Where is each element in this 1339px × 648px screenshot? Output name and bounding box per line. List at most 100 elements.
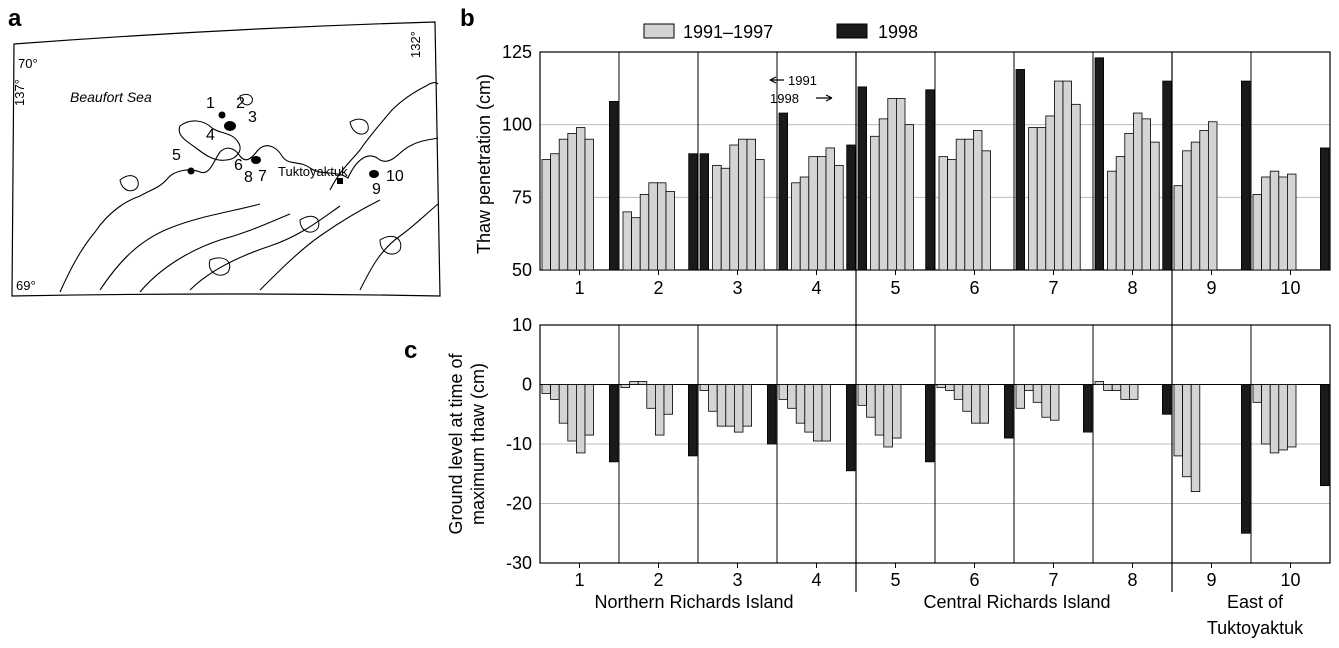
lake-3 — [239, 93, 253, 106]
bar-1991-1997 — [1278, 384, 1288, 451]
bar-1991-1997 — [1141, 118, 1152, 271]
lake-4 — [379, 235, 402, 255]
bar-1998 — [1162, 80, 1172, 271]
bar-1991-1997 — [712, 164, 722, 271]
bar-1991-1997 — [938, 156, 949, 271]
bar-1998 — [846, 144, 856, 271]
bar-1991-1997 — [1252, 194, 1263, 271]
bar-1991-1997 — [1041, 384, 1051, 418]
bar-1991-1997 — [892, 384, 902, 439]
arrow-right-icon — [816, 94, 833, 102]
bar-1991-1997 — [857, 384, 868, 406]
x-tick-label: 1 — [574, 570, 584, 590]
channel-1 — [99, 203, 261, 291]
group-label-east-line1: East of — [1227, 592, 1284, 612]
site-marker-5 — [187, 167, 195, 175]
bar-1991-1997 — [720, 167, 731, 271]
bar-1991-1997 — [550, 153, 560, 271]
site-label-6: 6 — [234, 157, 243, 174]
bar-1991-1997 — [953, 384, 964, 400]
bar-1991-1997 — [738, 138, 748, 271]
town-marker — [337, 178, 343, 184]
y-tick-label: 100 — [502, 115, 532, 135]
bar-1991-1997 — [795, 384, 806, 424]
bar-1991-1997 — [1261, 176, 1271, 271]
panel-c-ylabel-line1: Ground level at time of — [446, 352, 466, 534]
x-tick-label: 5 — [890, 278, 900, 298]
bar-1991-1997 — [1173, 185, 1184, 271]
bar-1991-1997 — [637, 381, 648, 385]
lake-5 — [208, 257, 231, 276]
bar-1991-1997 — [716, 384, 727, 427]
bar-1998 — [609, 384, 619, 463]
bar-1991-1997 — [945, 384, 955, 391]
bar-1991-1997 — [567, 132, 577, 271]
x-tick-label: 3 — [732, 278, 742, 298]
bar-1991-1997 — [1261, 384, 1271, 445]
bar-1991-1997 — [1115, 156, 1126, 271]
site-label-10: 10 — [386, 168, 404, 185]
bar-1991-1997 — [1103, 384, 1113, 391]
bar-1991-1997 — [866, 384, 876, 418]
bar-1991-1997 — [1190, 384, 1201, 492]
x-tick-label: 9 — [1206, 278, 1216, 298]
legend-label-1991-1997: 1991–1997 — [683, 22, 773, 42]
arrow-left-icon — [769, 76, 784, 84]
bar-1991-1997 — [964, 138, 974, 271]
bar-1991-1997 — [1107, 170, 1117, 271]
bar-1991-1997 — [657, 182, 667, 271]
bar-1991-1997 — [1032, 384, 1043, 403]
bar-1991-1997 — [755, 159, 765, 271]
x-tick-label: 9 — [1206, 570, 1216, 590]
legend-swatch-1991-1997 — [643, 23, 675, 39]
bar-1991-1997 — [576, 384, 586, 454]
bar-1998 — [699, 153, 710, 271]
arrow-annotation: 1991 1998 — [769, 73, 833, 106]
legend-swatch-1998 — [836, 23, 868, 39]
bar-1998 — [609, 101, 619, 271]
panel-label-a: a — [8, 5, 22, 32]
bar-1991-1997 — [1133, 112, 1143, 271]
bar-1991-1997 — [558, 384, 569, 424]
channel-5 — [359, 203, 439, 291]
map-frame — [11, 21, 441, 297]
bar-1991-1997 — [734, 384, 744, 433]
x-tick-label: 10 — [1280, 570, 1300, 590]
legend: 1991–1997 1998 — [643, 22, 918, 42]
site-label-3: 3 — [248, 109, 257, 126]
thaw-penetration-chart: 50 75 100 125 1 2 3 4 5 6 7 8 9 10 — [502, 42, 1331, 326]
bar-1991-1997 — [936, 384, 947, 388]
bar-1991-1997 — [1071, 103, 1081, 271]
bar-1998 — [688, 384, 698, 457]
bar-1991-1997 — [821, 384, 832, 442]
lake-6 — [349, 118, 369, 135]
bar-1991-1997 — [1150, 141, 1160, 271]
map: 70° 137° 132° 69° Beaufort Sea Tuktoyakt… — [11, 21, 441, 297]
bar-1991-1997 — [1094, 381, 1105, 385]
bar-1998 — [1083, 384, 1093, 433]
y-tick-label: 75 — [512, 187, 532, 207]
bar-1991-1997 — [1208, 121, 1218, 271]
bar-1991-1997 — [981, 150, 992, 271]
bar-1991-1997 — [1124, 132, 1134, 271]
x-tick-label: 5 — [890, 570, 900, 590]
bar-1998 — [778, 112, 789, 271]
sea-label: Beaufort Sea — [70, 89, 152, 105]
x-tick-label: 1 — [574, 278, 584, 298]
group-label-east-line2: Tuktoyaktuk — [1207, 618, 1304, 638]
bar-1991-1997 — [1287, 173, 1297, 271]
x-tick-label: 10 — [1280, 278, 1300, 298]
lat-label-bottom: 69° — [16, 278, 36, 293]
x-tick-label: 2 — [653, 278, 663, 298]
bar-1998 — [1094, 57, 1105, 271]
x-tick-label: 6 — [969, 278, 979, 298]
bar-1991-1997 — [1190, 141, 1201, 271]
site-label-7: 7 — [258, 168, 267, 185]
bar-1991-1997 — [1111, 384, 1122, 391]
panel-b-ylabel: Thaw penetration (cm) — [474, 74, 494, 254]
bar-1998 — [1015, 69, 1026, 271]
bar-1991-1997 — [791, 182, 801, 271]
channel-4 — [259, 199, 381, 291]
bar-1991-1997 — [550, 384, 560, 400]
